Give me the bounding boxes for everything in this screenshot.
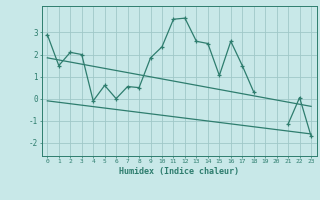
- X-axis label: Humidex (Indice chaleur): Humidex (Indice chaleur): [119, 167, 239, 176]
